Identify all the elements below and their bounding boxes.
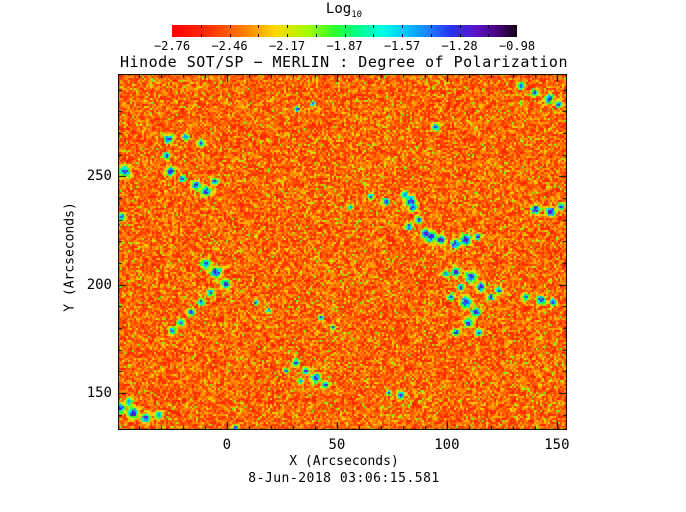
colorbar-tick-label: −1.57 <box>383 39 421 53</box>
colorbar <box>172 25 517 37</box>
colorbar-tick-label: −2.46 <box>211 39 248 53</box>
x-tick-label: 0 <box>222 437 232 453</box>
x-axis-label: X (Arcseconds) <box>289 454 399 469</box>
colorbar-division-tick <box>287 25 288 28</box>
colorbar-division-tick <box>430 34 432 37</box>
colorbar-division-tick <box>258 25 260 28</box>
x-tick-label: 50 <box>328 437 346 453</box>
colorbar-tick-label: −2.17 <box>268 39 306 53</box>
plot-title: Hinode SOT/SP − MERLIN : Degree of Polar… <box>120 53 568 71</box>
colorbar-division-tick <box>200 34 202 37</box>
heatmap-canvas <box>118 74 567 430</box>
colorbar-tick-label: −0.98 <box>498 39 536 53</box>
colorbar-division-tick <box>402 25 403 28</box>
colorbar-division-tick <box>200 25 202 28</box>
colorbar-tick-label: −2.76 <box>153 39 191 53</box>
colorbar-division-tick <box>430 25 432 28</box>
colorbar-division-tick <box>459 25 461 28</box>
colorbar-division-tick <box>287 34 288 37</box>
timestamp: 8-Jun-2018 03:06:15.581 <box>248 471 440 486</box>
colorbar-scale-label-subscript: 10 <box>351 9 363 20</box>
colorbar-division-tick <box>373 34 375 37</box>
y-tick-label: 250 <box>86 168 112 185</box>
colorbar-scale-label-text: Log <box>325 1 352 17</box>
colorbar-tick-labels: −2.76 −2.46 −2.17 −1.87 −1.57 −1.28 −0.98 <box>0 39 686 53</box>
colorbar-division-tick <box>315 34 317 37</box>
colorbar-division-tick <box>315 25 317 28</box>
colorbar-division-tick <box>344 34 346 37</box>
x-tick-label: 100 <box>434 437 460 453</box>
colorbar-division-tick <box>229 34 231 37</box>
colorbar-division-tick <box>459 34 461 37</box>
colorbar-division-tick <box>229 25 231 28</box>
x-tick-label: 150 <box>544 437 570 453</box>
colorbar-division-tick <box>373 25 375 28</box>
y-tick-label: 150 <box>86 384 112 401</box>
colorbar-tick-label: −1.87 <box>326 39 363 53</box>
colorbar-division-tick <box>488 34 490 37</box>
colorbar-division-tick <box>488 25 490 28</box>
colorbar-division-tick <box>258 34 260 37</box>
colorbar-tick-label: −1.28 <box>441 39 478 53</box>
colorbar-scale-label: Log10 <box>326 1 362 20</box>
colorbar-division-tick <box>344 25 346 28</box>
y-tick-label: 200 <box>86 276 112 293</box>
colorbar-division-tick <box>402 34 403 37</box>
